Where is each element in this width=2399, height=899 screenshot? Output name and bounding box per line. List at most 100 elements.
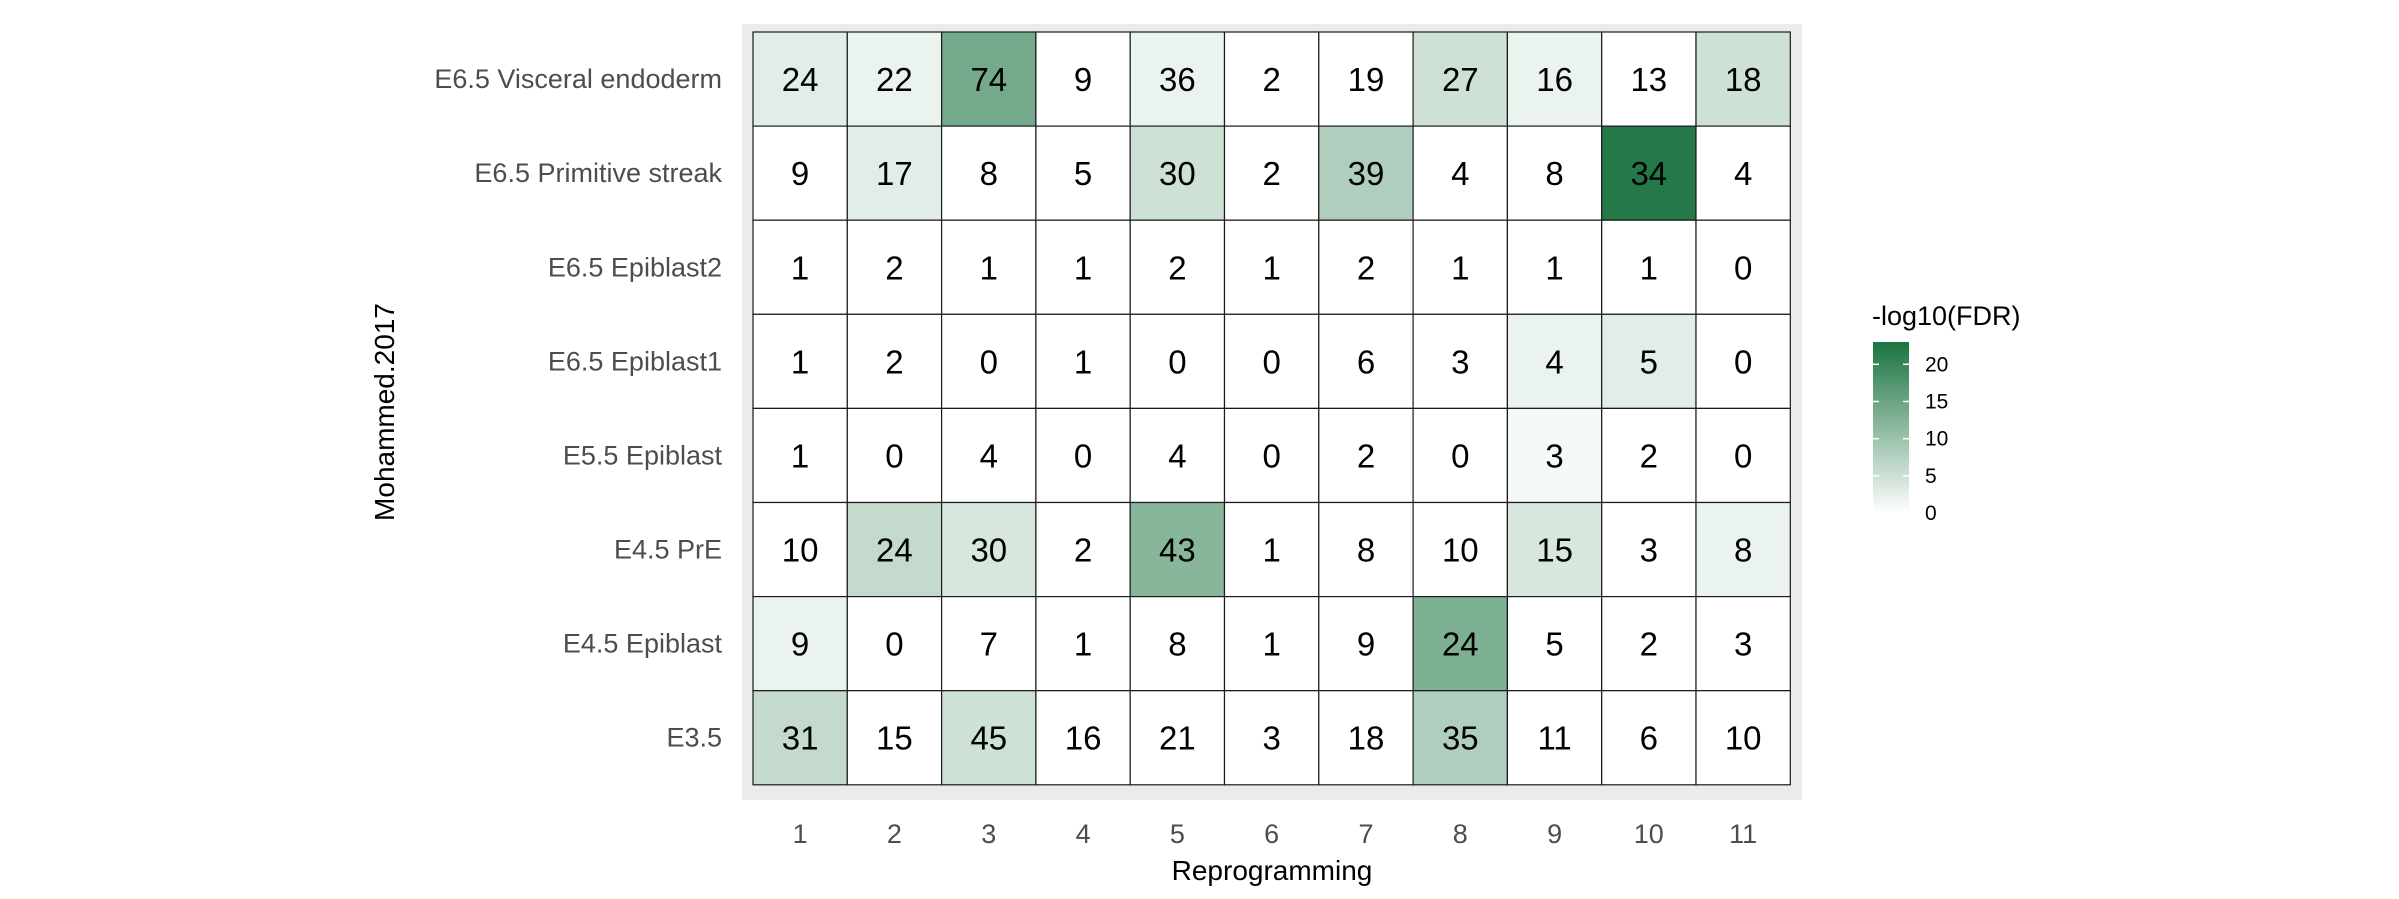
heatmap-cell-label: 0 — [980, 343, 998, 380]
heatmap-cell-label: 3 — [1545, 437, 1563, 474]
heatmap-cell-label: 10 — [1725, 720, 1762, 757]
heatmap-cell-label: 27 — [1442, 61, 1479, 98]
heatmap-cell-label: 24 — [782, 61, 819, 98]
heatmap-cell — [1695, 313, 1791, 409]
heatmap-cell-label: 1 — [1263, 626, 1281, 663]
heatmap-cell — [940, 31, 1037, 127]
heatmap-cell — [1412, 690, 1508, 786]
heatmap-cell — [1412, 313, 1508, 409]
heatmap-cell-label: 36 — [1159, 61, 1196, 98]
heatmap-cell-label: 2 — [1263, 61, 1281, 98]
heatmap-cell-label: 0 — [885, 626, 903, 663]
heatmap-cell — [1601, 125, 1697, 221]
heatmap-cell-label: 5 — [1640, 343, 1658, 380]
heatmap-cell — [752, 125, 848, 221]
heatmap-cell — [1412, 501, 1508, 598]
heatmap-cell-label: 9 — [791, 155, 809, 192]
heatmap-cell-label: 43 — [1159, 532, 1196, 569]
heatmap-cell-label: 9 — [1074, 61, 1092, 98]
y-tick-label: E6.5 Primitive streak — [474, 158, 722, 188]
heatmap-cell — [1506, 125, 1603, 221]
heatmap-cell-label: 2 — [1357, 249, 1375, 286]
heatmap-cell-label: 16 — [1536, 61, 1573, 98]
x-tick-label: 8 — [1453, 819, 1468, 849]
x-tick-label: 6 — [1264, 819, 1279, 849]
heatmap-cell-label: 17 — [876, 155, 913, 192]
heatmap-cell — [1695, 407, 1791, 504]
heatmap-cell — [1129, 407, 1226, 504]
heatmap-cell — [1506, 313, 1603, 409]
heatmap-cell-label: 16 — [1065, 720, 1102, 757]
heatmap-cell-label: 1 — [791, 437, 809, 474]
heatmap-cell — [752, 219, 848, 315]
heatmap-cell-label: 8 — [1545, 155, 1563, 192]
heatmap-cell — [1601, 501, 1697, 598]
heatmap-cell-label: 18 — [1348, 720, 1385, 757]
heatmap-cell — [1129, 313, 1226, 409]
legend-tick-label: 0 — [1925, 502, 1937, 525]
heatmap-cell — [846, 125, 943, 221]
legend-ticks: 0 5 10 15 20 — [1873, 353, 1948, 525]
heatmap-cell-label: 8 — [1357, 532, 1375, 569]
heatmap-cell-label: 4 — [1168, 437, 1186, 474]
heatmap-cell-label: 1 — [1074, 343, 1092, 380]
color-legend: -log10(FDR) 0 5 10 15 20 — [1872, 301, 2021, 525]
heatmap-cell-label: 4 — [1451, 155, 1469, 192]
heatmap-cell-label: 6 — [1357, 343, 1375, 380]
heatmap-cell — [1601, 313, 1697, 409]
heatmap-cell — [1223, 125, 1320, 221]
heatmap-cell-label: 0 — [1734, 437, 1752, 474]
heatmap-cell-label: 18 — [1725, 61, 1762, 98]
y-tick-label: E5.5 Epiblast — [563, 440, 723, 470]
heatmap-cell-label: 5 — [1545, 626, 1563, 663]
heatmap-cell — [1318, 690, 1414, 786]
y-tick-label: E6.5 Epiblast2 — [548, 252, 722, 282]
heatmap-cell-label: 0 — [1734, 343, 1752, 380]
heatmap-cell — [940, 407, 1037, 504]
heatmap-cell-label: 0 — [1734, 249, 1752, 286]
heatmap-cell-label: 1 — [1263, 532, 1281, 569]
legend-tick-label: 10 — [1925, 428, 1948, 451]
heatmap-cell — [1129, 690, 1226, 786]
legend-tick-label: 15 — [1925, 391, 1948, 414]
heatmap-cell-label: 0 — [885, 437, 903, 474]
heatmap-cell-label: 0 — [1263, 343, 1281, 380]
x-tick-label: 5 — [1170, 819, 1185, 849]
heatmap-cell-label: 10 — [782, 532, 819, 569]
heatmap-cell — [1318, 595, 1414, 692]
heatmap-cell-label: 9 — [791, 626, 809, 663]
heatmap-cell-label: 1 — [1074, 626, 1092, 663]
x-tick-label: 10 — [1634, 819, 1664, 849]
heatmap-cell-label: 24 — [1442, 626, 1479, 663]
heatmap-cell — [1506, 31, 1603, 127]
heatmap-cell — [940, 690, 1037, 786]
x-tick-label: 9 — [1547, 819, 1562, 849]
heatmap-cell — [1318, 219, 1414, 315]
heatmap-cell-label: 2 — [885, 249, 903, 286]
y-axis-title: Mohammed.2017 — [369, 303, 400, 521]
heatmap-cell-label: 2 — [1640, 626, 1658, 663]
heatmap-cell-label: 9 — [1357, 626, 1375, 663]
heatmap-cell — [1412, 407, 1508, 504]
y-axis-tick-labels: E6.5 Visceral endoderm E6.5 Primitive str… — [434, 64, 722, 753]
x-axis-tick-labels: 1 2 3 4 5 6 7 8 9 10 11 — [793, 819, 1758, 849]
heatmap-cell — [752, 501, 848, 598]
x-tick-label: 7 — [1358, 819, 1373, 849]
heatmap-cell — [1318, 501, 1414, 598]
heatmap-cell-label: 0 — [1168, 343, 1186, 380]
y-tick-label: E6.5 Visceral endoderm — [434, 64, 722, 94]
heatmap-cell-label: 1 — [1263, 249, 1281, 286]
heatmap-cell-label: 8 — [980, 155, 998, 192]
heatmap-cell-label: 8 — [1168, 626, 1186, 663]
x-tick-label: 3 — [981, 819, 996, 849]
heatmap-cells — [752, 31, 1791, 786]
y-tick-label: E4.5 Epiblast — [563, 629, 723, 659]
x-axis-title: Reprogramming — [1172, 855, 1373, 886]
heatmap-cell — [752, 407, 848, 504]
legend-colorbar — [1873, 342, 1909, 513]
heatmap-cell — [846, 595, 943, 692]
heatmap-cell-label: 0 — [1451, 437, 1469, 474]
heatmap-cell-label: 30 — [1159, 155, 1196, 192]
heatmap-cell-label: 4 — [1545, 343, 1563, 380]
heatmap-cell — [1318, 407, 1414, 504]
